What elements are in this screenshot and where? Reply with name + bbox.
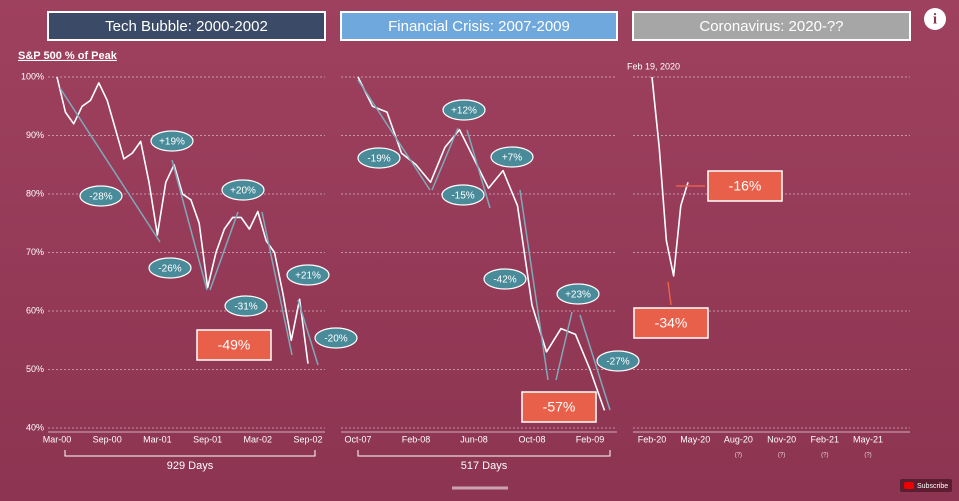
x-tick-label: Feb-21 <box>811 434 840 444</box>
change-text: -19% <box>367 154 390 165</box>
x-tick-label: Jun-08 <box>460 434 488 444</box>
change-text: +7% <box>502 153 522 164</box>
change-text: -15% <box>451 191 474 202</box>
panel-title-box <box>47 11 326 41</box>
change-pill <box>148 257 192 279</box>
future-mark: (?) <box>778 453 785 459</box>
span-bracket <box>357 450 611 457</box>
y-tick-label: 60% <box>26 305 44 315</box>
span-label: 929 Days <box>167 460 214 472</box>
trend-arrow <box>466 129 491 209</box>
callout-box <box>707 170 783 202</box>
change-text: -31% <box>234 302 257 313</box>
change-text: +23% <box>565 290 591 301</box>
x-tick-label: Aug-20 <box>724 434 753 444</box>
x-tick-label: Feb-09 <box>576 434 605 444</box>
change-pill <box>221 179 265 201</box>
x-tick-label: Feb-08 <box>402 434 431 444</box>
change-pill <box>224 295 268 317</box>
x-tick-label: Mar-01 <box>143 434 172 444</box>
future-mark: (?) <box>735 453 742 459</box>
trend-arrow <box>297 299 319 366</box>
line-series <box>56 76 309 364</box>
y-tick-label: 100% <box>21 71 44 81</box>
x-tick-label: Feb-20 <box>638 434 667 444</box>
x-tick-label: May-20 <box>680 434 710 444</box>
callout-text: -34% <box>655 315 688 331</box>
peak-label: Feb 19, 2020 <box>627 61 680 71</box>
change-pill <box>442 99 486 121</box>
change-text: +19% <box>159 137 185 148</box>
change-pill <box>596 350 640 372</box>
x-tick-label: Oct-07 <box>344 434 371 444</box>
panel-title-box <box>632 11 911 41</box>
subscribe-text: Subscribe <box>917 483 948 490</box>
line-series <box>651 76 689 277</box>
callout-text: -57% <box>543 399 576 415</box>
trend-arrow <box>431 127 459 191</box>
y-tick-label: 80% <box>26 188 44 198</box>
info-icon[interactable] <box>924 8 946 30</box>
x-tick-label: Nov-20 <box>767 434 796 444</box>
panel-title: Financial Crisis: 2007-2009 <box>388 18 570 35</box>
future-mark: (?) <box>864 453 871 459</box>
callout-box <box>196 329 272 361</box>
subscribe-button[interactable] <box>900 479 952 492</box>
y-tick-label: 40% <box>26 422 44 432</box>
x-tick-label: Sep-02 <box>293 434 322 444</box>
change-text: -42% <box>493 275 516 286</box>
change-text: -27% <box>606 357 629 368</box>
info-glyph: i <box>933 11 937 27</box>
y-tick-label: 50% <box>26 364 44 374</box>
x-tick-label: Sep-01 <box>193 434 222 444</box>
change-text: -28% <box>89 192 112 203</box>
trend-arrow <box>209 211 239 291</box>
change-text: +20% <box>230 186 256 197</box>
trend-arrow <box>59 87 161 243</box>
future-mark: (?) <box>821 453 828 459</box>
change-pill <box>441 184 485 206</box>
change-pill <box>314 327 358 349</box>
y-tick-label: 90% <box>26 130 44 140</box>
change-pill <box>286 264 330 286</box>
x-tick-label: Oct-08 <box>518 434 545 444</box>
subscribe-logo <box>904 482 914 489</box>
change-pill <box>483 268 527 290</box>
y-axis-label: S&P 500 % of Peak <box>18 50 118 62</box>
trend-arrow <box>357 79 431 191</box>
x-tick-label: May-21 <box>853 434 883 444</box>
x-tick-label: Mar-00 <box>43 434 72 444</box>
change-pill <box>357 147 401 169</box>
trend-arrow <box>555 311 573 381</box>
callout-text: -16% <box>729 178 762 194</box>
trend-arrow <box>261 211 293 356</box>
callout-box <box>633 307 709 339</box>
trend-arrow <box>667 281 672 306</box>
panel-title: Tech Bubble: 2000-2002 <box>105 18 268 35</box>
callout-box <box>521 391 597 423</box>
change-text: +21% <box>295 271 321 282</box>
change-pill <box>490 146 534 168</box>
change-pill <box>556 283 600 305</box>
trend-arrow <box>519 189 549 381</box>
panel-title-box <box>340 11 618 41</box>
span-bracket <box>64 450 316 457</box>
change-text: -26% <box>158 264 181 275</box>
trend-arrow <box>579 314 611 411</box>
x-tick-label: Mar-02 <box>244 434 273 444</box>
span-label: 517 Days <box>461 460 508 472</box>
change-text: +12% <box>451 106 477 117</box>
line-series <box>357 76 606 411</box>
y-tick-label: 70% <box>26 247 44 257</box>
change-pill <box>79 185 123 207</box>
x-tick-label: Sep-00 <box>93 434 122 444</box>
trend-arrow <box>171 159 208 291</box>
panel-title: Coronavirus: 2020-?? <box>699 18 843 35</box>
callout-text: -49% <box>218 337 251 353</box>
change-text: -20% <box>324 334 347 345</box>
change-pill <box>150 130 194 152</box>
